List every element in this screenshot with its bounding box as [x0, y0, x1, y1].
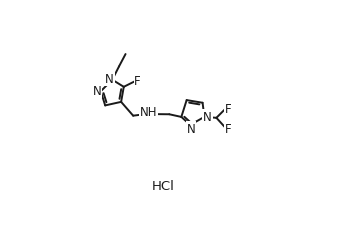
Text: F: F [225, 122, 231, 135]
Text: N: N [203, 110, 212, 123]
Text: N: N [187, 122, 196, 135]
Text: NH: NH [140, 106, 157, 119]
Text: N: N [93, 85, 102, 97]
Text: N: N [105, 73, 114, 86]
Text: F: F [134, 75, 141, 88]
Text: F: F [225, 102, 231, 115]
Text: HCl: HCl [152, 180, 175, 193]
